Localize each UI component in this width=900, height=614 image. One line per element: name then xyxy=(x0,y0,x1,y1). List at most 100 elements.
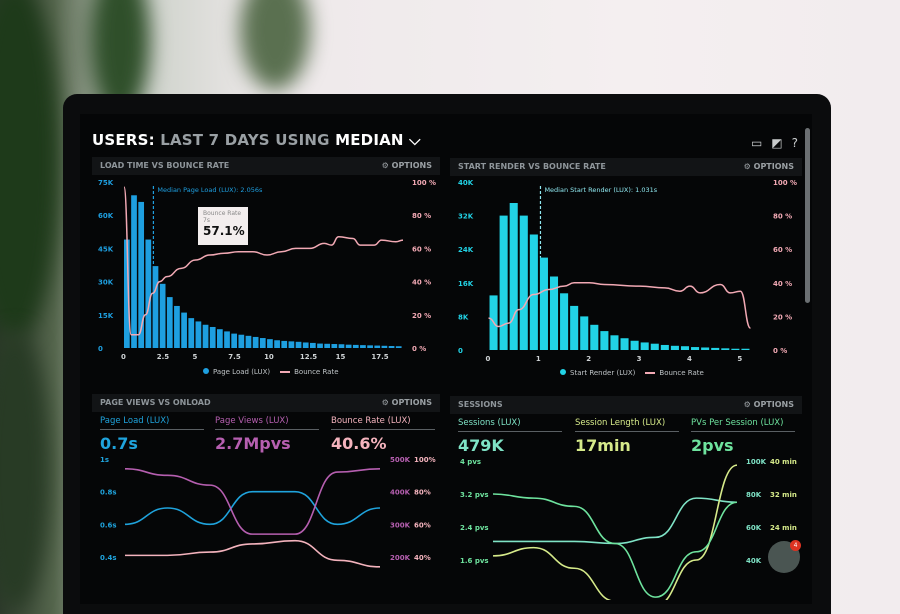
tooltip: Bounce Rate 7s 57.1% xyxy=(198,207,248,245)
y2-tick-label: 80K xyxy=(746,491,762,499)
title-prefix: USERS: xyxy=(92,131,155,149)
y-tick-label: 2.4 pvs xyxy=(460,524,489,532)
dashboard-screen xyxy=(80,114,812,604)
y2-tick-label: 60 % xyxy=(773,246,792,254)
bar xyxy=(388,346,395,348)
kpi-label: Session Length (LUX) xyxy=(575,418,666,428)
bar xyxy=(509,203,518,350)
bar xyxy=(590,324,599,350)
x-tick-label: 1 xyxy=(536,355,541,363)
legend-dot-icon xyxy=(560,369,566,375)
y-tick-label: 4 pvs xyxy=(460,458,481,466)
legend-line-icon xyxy=(645,372,656,374)
bar xyxy=(317,343,323,348)
x-tick-label: 17.5 xyxy=(371,353,388,361)
options-button[interactable]: ⚙ OPTIONS xyxy=(743,162,794,171)
bar xyxy=(374,345,381,348)
legend-item[interactable]: Start Render (LUX) xyxy=(560,369,635,377)
bar xyxy=(650,343,659,350)
bar xyxy=(224,331,230,348)
legend-label: Bounce Rate xyxy=(659,369,704,377)
x-tick-label: 4 xyxy=(687,355,692,363)
x-tick-label: 5 xyxy=(737,355,742,363)
legend-label: Start Render (LUX) xyxy=(570,369,636,377)
bar xyxy=(529,234,538,350)
bar xyxy=(499,215,508,350)
bar xyxy=(549,276,559,350)
scrollbar[interactable] xyxy=(805,128,810,303)
y-tick-label: 75K xyxy=(98,179,114,187)
y2-tick-label: 80 % xyxy=(412,212,431,220)
legend-render: Start Render (LUX) Bounce Rate xyxy=(560,369,704,377)
bar xyxy=(691,347,700,350)
series-line xyxy=(124,490,381,526)
bar xyxy=(331,344,338,348)
panel-title: SESSIONS xyxy=(458,400,503,409)
x-tick-label: 15 xyxy=(336,353,346,361)
y-tick-label: 0.4s xyxy=(100,554,117,562)
panel-pageviews-header: PAGE VIEWS VS ONLOAD ⚙ OPTIONS xyxy=(92,394,440,412)
y3-tick-label: 32 min xyxy=(770,491,797,499)
series-line xyxy=(124,468,381,535)
kpi-card: 17min xyxy=(575,431,679,455)
bar xyxy=(345,344,352,348)
kpi-label: Sessions (LUX) xyxy=(458,418,521,428)
series-line xyxy=(493,497,738,545)
bar xyxy=(731,348,740,350)
series-line xyxy=(125,539,381,568)
bar xyxy=(381,345,388,348)
bar xyxy=(711,347,720,350)
panel-render-header: START RENDER VS BOUNCE RATE ⚙ OPTIONS xyxy=(450,158,802,176)
tooltip-value: 57.1% xyxy=(203,224,245,238)
series-line xyxy=(492,464,738,600)
bar xyxy=(570,305,579,350)
bar xyxy=(721,348,730,350)
x-tick-label: 5 xyxy=(193,353,198,361)
y2-tick-label: 500K xyxy=(390,456,411,464)
y2-tick-label: 200K xyxy=(390,554,411,562)
bar xyxy=(580,316,589,350)
options-button[interactable]: ⚙ OPTIONS xyxy=(381,161,432,170)
bar xyxy=(124,239,130,348)
y-tick-label: 15K xyxy=(98,312,114,320)
series-line xyxy=(492,493,738,598)
y2-tick-label: 40 % xyxy=(412,279,431,287)
bar xyxy=(188,318,195,348)
kpi-card: 0.7s xyxy=(100,429,204,453)
bar xyxy=(620,338,629,350)
kpi-label: Bounce Rate (LUX) xyxy=(331,416,411,426)
x-tick-label: 12.5 xyxy=(300,353,317,361)
y2-tick-label: 400K xyxy=(390,489,411,497)
y2-tick-label: 100K xyxy=(746,458,767,466)
bar xyxy=(209,326,216,348)
bar xyxy=(267,339,273,348)
legend-label: Page Load (LUX) xyxy=(213,368,271,376)
bar xyxy=(701,347,710,350)
monitor-icon[interactable]: ▭ xyxy=(750,136,763,150)
bar xyxy=(138,201,145,348)
y2-tick-label: 60 % xyxy=(412,245,431,253)
page-title[interactable]: USERS: LAST 7 DAYS USING MEDIAN ⌵ xyxy=(92,131,421,149)
chevron-down-icon[interactable]: ⌵ xyxy=(409,131,421,149)
y2-tick-label: 80 % xyxy=(773,213,792,221)
bar xyxy=(152,266,159,348)
x-tick-label: 2.5 xyxy=(157,353,170,361)
chart-icon[interactable]: ◩ xyxy=(771,136,783,150)
legend-label: Bounce Rate xyxy=(294,368,339,376)
legend-item[interactable]: Page Load (LUX) xyxy=(203,368,270,376)
options-button[interactable]: ⚙ OPTIONS xyxy=(381,398,432,407)
bar xyxy=(231,333,238,348)
options-button[interactable]: ⚙ OPTIONS xyxy=(743,400,794,409)
options-label: OPTIONS xyxy=(753,162,794,171)
title-metric: MEDIAN xyxy=(335,131,404,149)
options-label: OPTIONS xyxy=(391,398,432,407)
legend-item[interactable]: Bounce Rate xyxy=(645,369,704,377)
legend-item[interactable]: Bounce Rate xyxy=(280,368,339,376)
median-label: Median Page Load (LUX): 2.056s xyxy=(157,186,263,194)
bar xyxy=(195,321,202,348)
help-icon[interactable]: ? xyxy=(791,136,798,150)
legend-line-icon xyxy=(280,371,291,373)
bar xyxy=(174,305,180,348)
y-tick-label: 0.8s xyxy=(100,489,117,497)
bar xyxy=(159,283,166,348)
